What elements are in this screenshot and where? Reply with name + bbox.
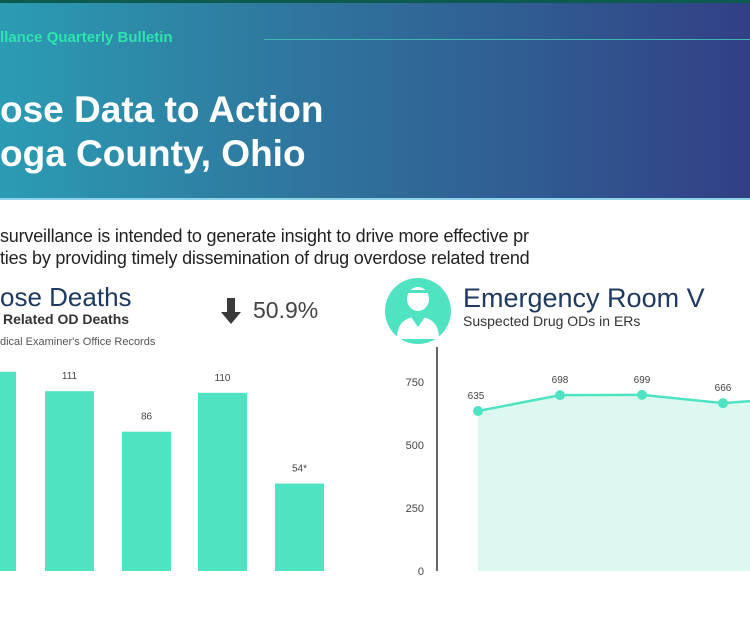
area-fill [478,394,750,571]
data-point [637,389,647,400]
point-label: 698 [552,375,569,386]
deaths-source: dical Examiner's Office Records [0,336,156,348]
top-band [0,0,750,3]
arrow-down-icon [221,298,241,324]
y-tick-label: 250 [406,503,424,515]
bar [275,483,324,571]
bar [45,391,94,571]
intro-line1: surveillance is intended to generate ins… [0,226,529,246]
point-label: 699 [634,375,651,386]
bar [198,392,247,571]
bulletin-rule [264,39,750,40]
deaths-subtitle: Related OD Deaths [3,311,130,327]
data-point [718,398,728,409]
header-banner [0,3,750,198]
deaths-change: 50.9% [253,297,319,323]
doctor-avatar-icon [385,278,451,344]
header-divider [0,198,750,200]
er-title: Emergency Room V [463,283,705,313]
bar [122,431,171,571]
point-label: 635 [468,391,485,402]
data-point [473,405,483,416]
page-title-line2: oga County, Ohio [0,133,306,174]
y-tick-label: 750 [406,377,424,389]
y-tick-label: 500 [406,440,424,452]
bar-label: 86 [141,412,153,423]
y-tick-label: 0 [418,566,424,578]
bar [0,371,16,571]
point-label: 666 [715,383,732,394]
bulletin-label: llance Quarterly Bulletin [0,29,173,46]
bar-label: 110 [215,373,231,384]
data-point [555,390,565,401]
deaths-title: ose Deaths [0,282,132,312]
er-subtitle: Suspected Drug ODs in ERs [463,313,641,329]
intro-line2: ties by providing timely dissemination o… [0,248,530,268]
bar-label: 111 [62,371,78,382]
page-title-line1: ose Data to Action [0,89,324,130]
bar-label: 54* [292,464,307,475]
